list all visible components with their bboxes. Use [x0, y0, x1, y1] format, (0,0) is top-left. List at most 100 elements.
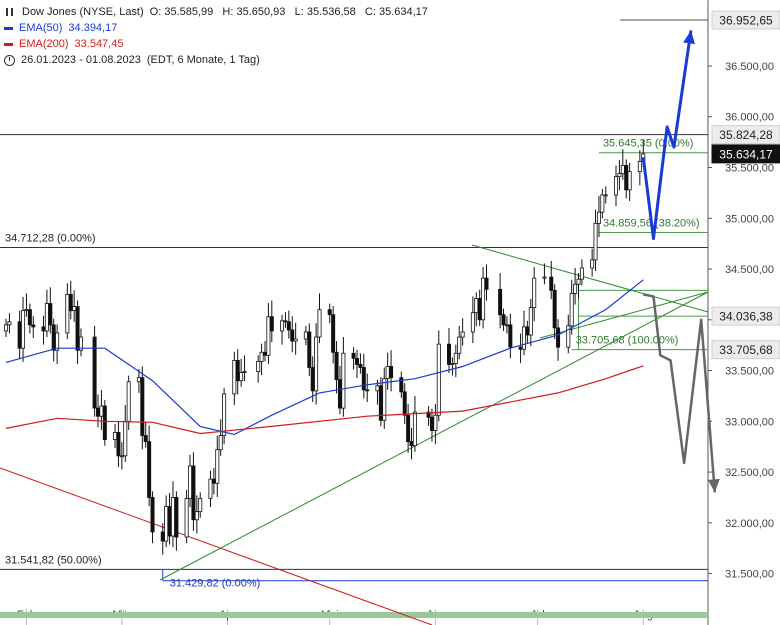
candle-body: [307, 331, 312, 368]
y-axis: 31.500,00 32.000,00 32.500,00 33.000,00 33.5…: [707, 0, 774, 625]
candle-body: [21, 310, 26, 349]
candle-body: [78, 336, 83, 351]
candle-body: [119, 455, 124, 458]
candle-body: [528, 307, 533, 336]
candle-body: [174, 497, 179, 538]
candle-body: [262, 351, 267, 356]
candle-body: [96, 407, 101, 417]
period-range: 26.01.2023 - 01.08.2023: [21, 54, 141, 66]
candle-body: [358, 364, 363, 368]
price-badge-label: 36.952,65: [719, 14, 773, 28]
candle-body: [48, 303, 53, 326]
y-tick-label: 36.000,00: [725, 112, 774, 124]
candle-body: [51, 324, 56, 351]
ema50-swatch: [4, 26, 13, 30]
candle-body: [327, 309, 332, 316]
candle-body: [569, 292, 574, 327]
ema200-swatch: [4, 42, 13, 46]
candle-body: [429, 416, 434, 431]
candle-body: [402, 391, 407, 416]
candle-body: [375, 385, 380, 392]
level-label: 31.541,82 (50.00%): [5, 554, 102, 566]
candle-body: [75, 306, 80, 351]
candle-body: [613, 176, 618, 196]
candle-body: [406, 414, 411, 443]
price-badge-label: 35.634,17: [719, 147, 773, 161]
candle-body: [457, 336, 462, 354]
fib-label: 35.645,35 (0.00%): [603, 138, 694, 150]
period-detail: (EDT, 6 Monate, 1 Tag): [146, 54, 260, 66]
legend-ema200-row: EMA(200) 33.547,45: [4, 36, 428, 52]
candle-body: [164, 506, 169, 542]
candle-body: [447, 343, 452, 365]
candle-body: [280, 320, 285, 332]
candle-body: [412, 411, 417, 447]
candle-body: [140, 377, 145, 436]
candle-body: [188, 465, 193, 499]
trendline: [471, 244, 709, 313]
candle-body: [55, 332, 60, 351]
price-badge-label: 35.824,28: [719, 128, 773, 142]
x-axis: FebMärAprMaiJunJulAug: [0, 609, 708, 625]
candle-body: [532, 277, 537, 308]
y-tick-label: 31.500,00: [725, 569, 774, 581]
candle-body: [354, 357, 359, 365]
fib-label: 33.705,68 (100.00%): [576, 335, 679, 347]
y-tick-label: 35.500,00: [725, 163, 774, 175]
fib-label: 31.429,82 (0.00%): [170, 578, 261, 590]
y-tick-label: 33.000,00: [725, 416, 774, 428]
candle-body: [501, 314, 506, 326]
candle-body: [579, 267, 584, 280]
candle-body: [72, 306, 77, 312]
candle-body: [450, 363, 455, 365]
candle-body: [525, 326, 530, 336]
candle-body: [399, 377, 404, 393]
candle-body: [627, 171, 632, 191]
candle-body: [426, 411, 431, 418]
candle-body: [549, 276, 554, 291]
candle-body: [68, 294, 73, 312]
scenario-arrows: [641, 30, 720, 493]
candle-body: [184, 498, 189, 538]
candle-body: [123, 420, 128, 457]
candle-body: [269, 316, 274, 332]
candle-body: [389, 366, 394, 379]
candle-body: [573, 283, 578, 294]
candle-body: [498, 288, 503, 316]
price-badge: [711, 10, 780, 30]
candle-body: [351, 352, 356, 359]
candle-body: [211, 478, 216, 484]
candle-body: [147, 441, 152, 498]
scenario-arrowhead-bearish: [707, 478, 720, 493]
trendline: [159, 291, 709, 581]
candle-body: [593, 222, 598, 261]
candle-body: [556, 327, 561, 348]
candle-body: [331, 314, 336, 353]
candle-body: [314, 336, 319, 392]
candle-body: [256, 361, 261, 372]
candle-body: [160, 531, 165, 542]
candle-body: [293, 338, 298, 342]
ohlc-values: O: 35.585,99 H: 35.650,93 L: 35.536,58 C…: [149, 6, 428, 18]
candle-body: [4, 324, 9, 332]
candle-body: [286, 321, 291, 331]
candle-body: [504, 324, 509, 327]
candle-body: [460, 331, 465, 338]
candle-body: [136, 377, 141, 383]
candlestick-icon: [4, 7, 16, 17]
candle-body: [484, 277, 489, 290]
candle-body: [222, 393, 227, 436]
candle-body: [596, 211, 601, 224]
candle-body: [382, 378, 387, 421]
candle-body: [259, 351, 264, 362]
candle-body: [235, 359, 240, 382]
candle-body: [552, 289, 557, 329]
y-tick-label: 32.000,00: [725, 518, 774, 530]
candle-body: [576, 278, 581, 285]
candle-body: [436, 343, 441, 416]
candles: [4, 140, 646, 555]
candle-body: [215, 449, 220, 484]
candle-body: [409, 441, 414, 447]
legend-period-row: 26.01.2023 - 01.08.2023 (EDT, 6 Monate, …: [4, 52, 428, 68]
candle-body: [290, 329, 295, 342]
